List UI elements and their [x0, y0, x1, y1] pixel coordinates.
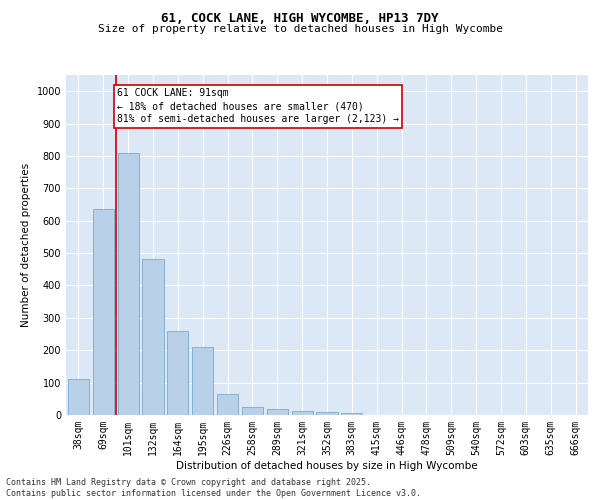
X-axis label: Distribution of detached houses by size in High Wycombe: Distribution of detached houses by size …: [176, 460, 478, 470]
Bar: [68, 380, 89, 415]
Text: 61 COCK LANE: 91sqm
← 18% of detached houses are smaller (470)
81% of semi-detac: 61 COCK LANE: 91sqm ← 18% of detached ho…: [117, 88, 399, 124]
Bar: [316, 412, 338, 415]
Text: Contains HM Land Registry data © Crown copyright and database right 2025.
Contai: Contains HM Land Registry data © Crown c…: [6, 478, 421, 498]
Bar: [292, 411, 313, 415]
Bar: [242, 407, 263, 415]
Bar: [192, 347, 213, 415]
Bar: [217, 394, 238, 415]
Text: 61, COCK LANE, HIGH WYCOMBE, HP13 7DY: 61, COCK LANE, HIGH WYCOMBE, HP13 7DY: [161, 12, 439, 26]
Bar: [341, 412, 362, 415]
Bar: [93, 210, 114, 415]
Bar: [142, 258, 164, 415]
Bar: [167, 332, 188, 415]
Text: Size of property relative to detached houses in High Wycombe: Size of property relative to detached ho…: [97, 24, 503, 34]
Bar: [267, 408, 288, 415]
Y-axis label: Number of detached properties: Number of detached properties: [21, 163, 31, 327]
Bar: [118, 152, 139, 415]
